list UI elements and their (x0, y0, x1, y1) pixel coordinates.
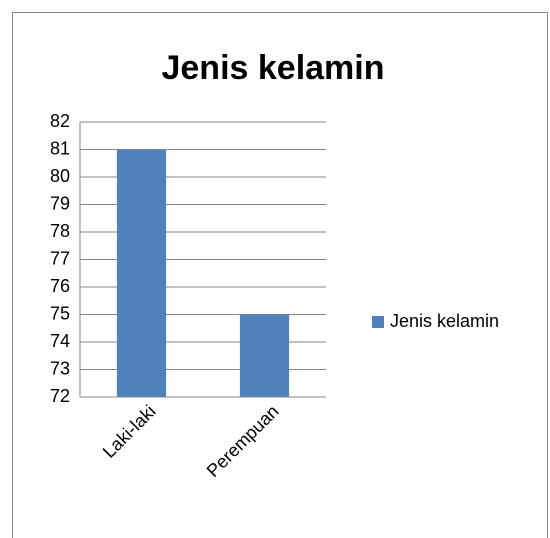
bar (116, 149, 167, 397)
legend-label: Jenis kelamin (390, 311, 499, 331)
y-tick-label: 72 (50, 386, 70, 406)
y-tick-label: 75 (50, 303, 70, 323)
y-tick-label: 80 (50, 166, 70, 186)
y-tick-label: 79 (50, 193, 70, 213)
y-tick-label: 73 (50, 358, 70, 378)
y-tick-label: 77 (50, 248, 70, 268)
y-tick-label: 76 (50, 276, 70, 296)
legend-swatch (372, 316, 384, 328)
y-tick-label: 82 (50, 111, 70, 131)
chart-frame (12, 12, 548, 538)
y-tick-label: 74 (50, 331, 70, 351)
y-tick-label: 81 (50, 138, 70, 158)
chart-title: Jenis kelamin (161, 49, 384, 87)
bar (239, 314, 290, 397)
y-tick-label: 78 (50, 221, 70, 241)
